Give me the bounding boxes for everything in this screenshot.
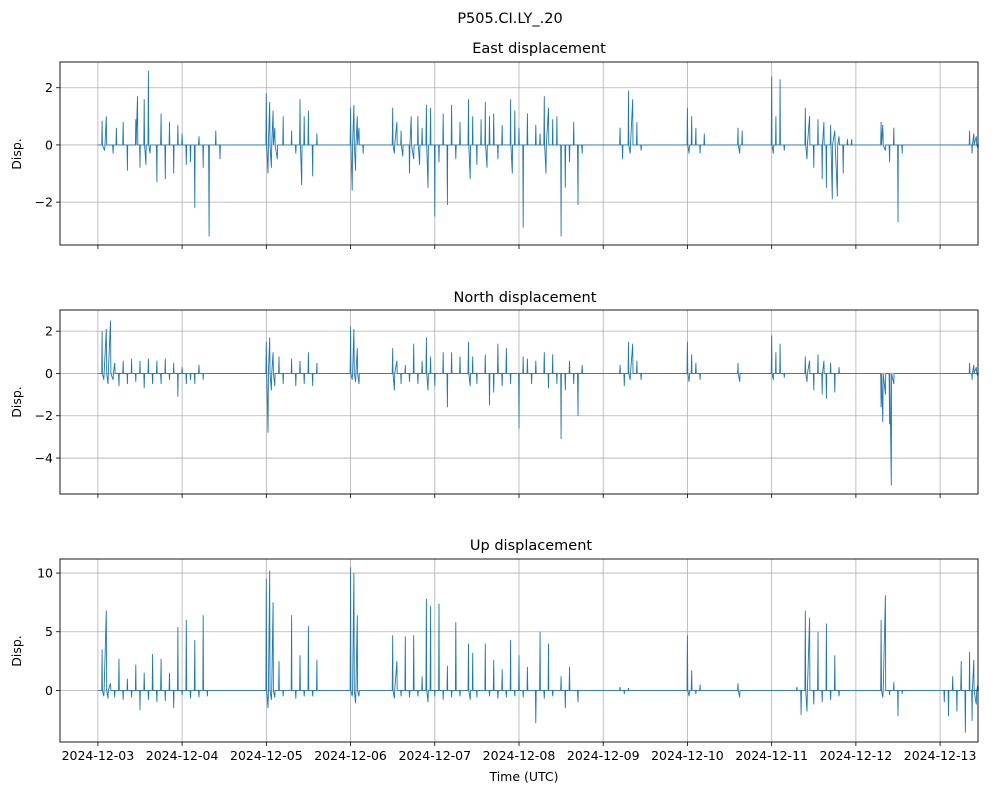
x-tick-label: 2024-12-07: [398, 748, 471, 763]
up-series: [97, 567, 979, 733]
north-panel-title: North displacement: [454, 290, 597, 306]
x-tick-label: 2024-12-13: [904, 748, 977, 763]
x-tick-label: 2024-12-04: [146, 748, 219, 763]
east-panel-title: East displacement: [472, 41, 606, 57]
up-panel-yticks: 0 5 10: [37, 566, 60, 698]
north-ytick-label: −4: [35, 451, 53, 466]
x-tick-label: 2024-12-06: [314, 748, 387, 763]
north-ytick-label: 0: [45, 366, 53, 381]
x-tick-label: 2024-12-10: [651, 748, 724, 763]
north-panel: North displacement Disp. −4 −2 0 2: [9, 290, 979, 498]
figure-suptitle: P505.CI.LY_.20: [457, 11, 562, 27]
north-series-line: [97, 320, 979, 486]
x-tick-label: 2024-12-03: [62, 748, 135, 763]
east-panel-yticks: −2 0 2: [35, 80, 60, 210]
x-tick-label: 2024-12-09: [567, 748, 640, 763]
east-ytick-label: 0: [45, 137, 53, 152]
north-ytick-label: 2: [45, 324, 53, 339]
up-ytick-label: 10: [37, 566, 53, 581]
east-panel-ylabel: Disp.: [9, 138, 24, 170]
east-panel: East displacement Disp. −2 0 2: [9, 41, 979, 249]
x-tick-label: 2024-12-08: [483, 748, 556, 763]
north-series: [97, 320, 979, 486]
east-panel-xticks: [97, 245, 941, 249]
north-panel-ylabel: Disp.: [9, 386, 24, 418]
east-ytick-label: −2: [35, 195, 53, 210]
east-panel-grid: [60, 62, 978, 245]
east-ytick-label: 2: [45, 80, 53, 95]
x-tick-label: 2024-12-12: [820, 748, 893, 763]
x-tick-label: 2024-12-11: [735, 748, 808, 763]
up-ytick-label: 5: [45, 624, 53, 639]
up-panel-xtick-labels: 2024-12-03 2024-12-04 2024-12-05 2024-12-06…: [62, 748, 977, 763]
up-series-line: [97, 567, 979, 733]
x-axis-label: Time (UTC): [488, 769, 558, 784]
east-series: [97, 70, 979, 237]
east-series-line: [97, 70, 979, 237]
up-panel-title: Up displacement: [470, 538, 592, 554]
up-panel-ylabel: Disp.: [9, 635, 24, 667]
north-panel-xticks: [97, 494, 941, 498]
up-panel-grid: [60, 559, 978, 742]
north-ytick-label: −2: [35, 408, 53, 423]
x-tick-label: 2024-12-05: [230, 748, 303, 763]
up-panel-xticks: [97, 742, 941, 746]
up-ytick-label: 0: [45, 683, 53, 698]
north-panel-yticks: −4 −2 0 2: [35, 324, 60, 466]
